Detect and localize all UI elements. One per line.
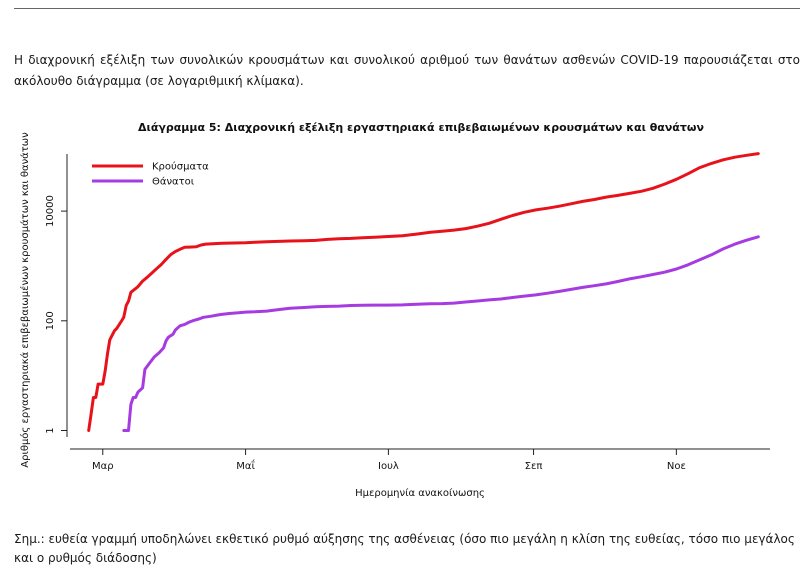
y-tick-label: 10000	[45, 195, 56, 227]
x-tick-label: Μαΐ	[236, 458, 255, 472]
chart-title: Διάγραμμα 5: Διαχρονική εξέλιξη εργαστηρ…	[138, 121, 704, 134]
top-divider	[14, 8, 800, 9]
legend-label-cases: Κρούσματα	[152, 161, 209, 173]
legend-label-deaths: Θάνατοι	[152, 176, 195, 188]
series-layer	[87, 152, 760, 432]
intro-paragraph: Η διαχρονική εξέλιξη των συνολικών κρουσ…	[14, 53, 800, 88]
legend: Κρούσματα Θάνατοι	[92, 161, 209, 188]
x-tick-label: Νοε	[667, 461, 686, 472]
x-tick-label: Μαρ	[92, 461, 114, 472]
y-tick-label: 100	[45, 311, 56, 330]
series-line-deaths	[122, 235, 760, 432]
y-axis: 1 100 10000	[45, 154, 68, 437]
x-tick-label: Σεπ	[525, 461, 543, 472]
chart: Διάγραμμα 5: Διαχρονική εξέλιξη εργαστηρ…	[19, 121, 770, 499]
x-tick-label: Ιουλ	[378, 461, 399, 472]
x-axis: Μαρ Μαΐ Ιουλ Σεπ Νοε	[70, 448, 770, 472]
footnote: Σημ.: ευθεία γραμμή υποδηλώνει εκθετικό …	[14, 532, 795, 565]
y-axis-title: Αριθμός εργαστηριακά επιβεβαιωμένων κρου…	[19, 132, 31, 468]
x-axis-title: Ημερομηνία ανακοίνωσης	[355, 487, 485, 499]
series-line-cases	[87, 152, 760, 432]
y-tick-label: 1	[45, 427, 56, 433]
